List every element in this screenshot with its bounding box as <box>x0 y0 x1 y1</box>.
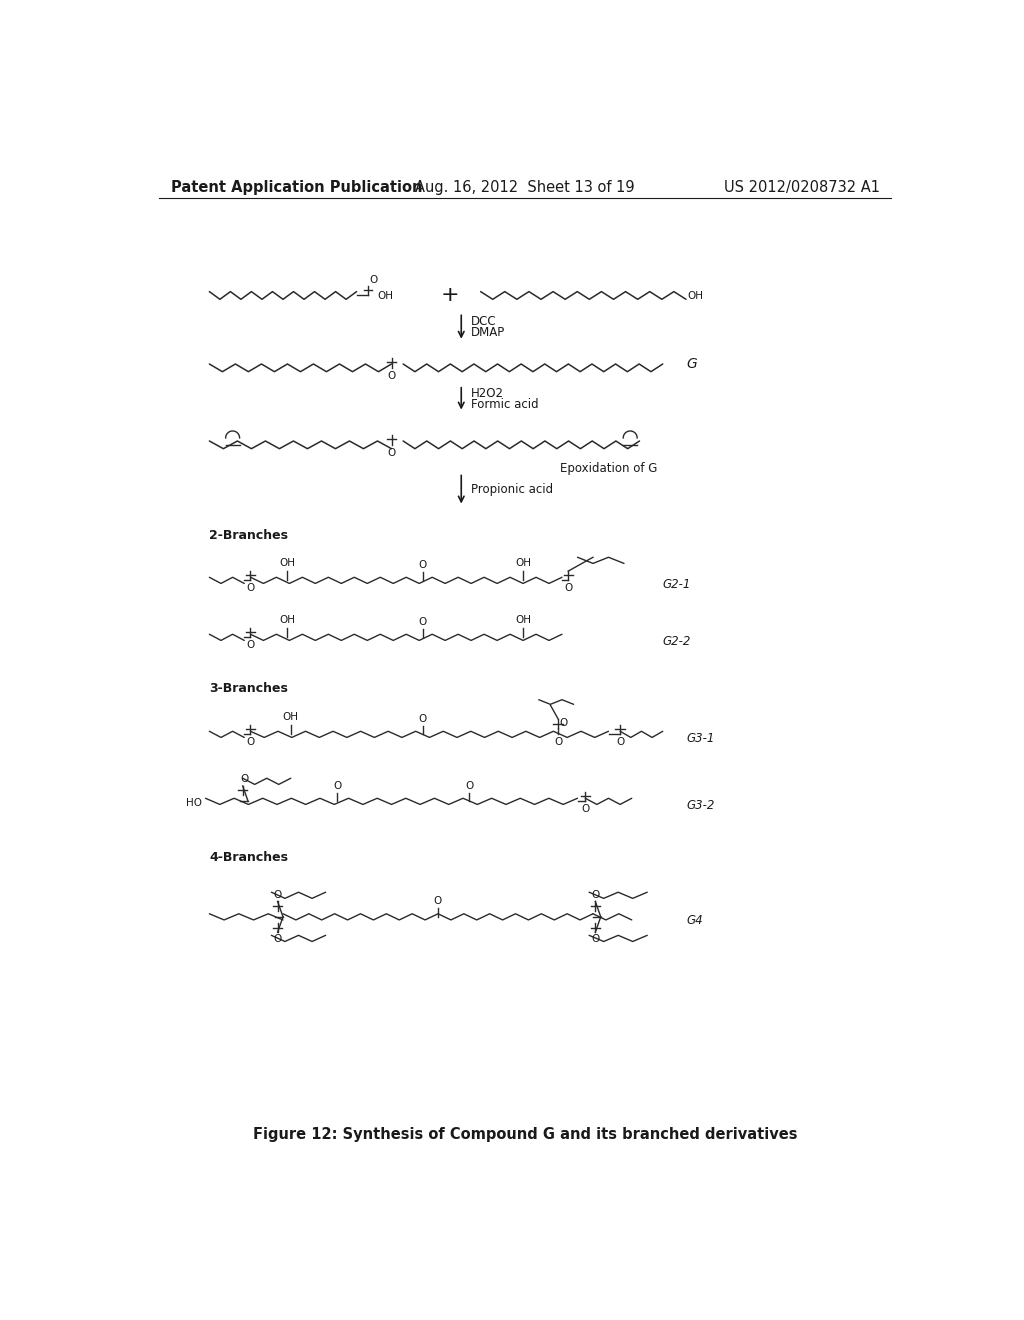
Text: O: O <box>419 714 427 723</box>
Text: O: O <box>554 737 562 747</box>
Text: O: O <box>240 775 249 784</box>
Text: 3-Branches: 3-Branches <box>209 681 288 694</box>
Text: G3-1: G3-1 <box>686 731 715 744</box>
Text: O: O <box>560 718 568 729</box>
Text: O: O <box>273 933 282 944</box>
Text: OH: OH <box>515 558 531 568</box>
Text: O: O <box>564 582 572 593</box>
Text: O: O <box>582 804 590 813</box>
Text: O: O <box>434 896 442 906</box>
Text: O: O <box>419 560 427 570</box>
Text: H2O2: H2O2 <box>471 387 504 400</box>
Text: O: O <box>387 447 395 458</box>
Text: DMAP: DMAP <box>471 326 505 339</box>
Text: OH: OH <box>279 615 295 626</box>
Text: HO: HO <box>185 797 202 808</box>
Text: G: G <box>686 356 696 371</box>
Text: O: O <box>273 890 282 900</box>
Text: Aug. 16, 2012  Sheet 13 of 19: Aug. 16, 2012 Sheet 13 of 19 <box>415 180 635 195</box>
Text: DCC: DCC <box>471 315 497 329</box>
Text: G4: G4 <box>686 915 702 927</box>
Text: O: O <box>387 371 395 381</box>
Text: OH: OH <box>378 292 393 301</box>
Text: Epoxidation of G: Epoxidation of G <box>560 462 657 475</box>
Text: +: + <box>440 285 459 305</box>
Text: O: O <box>591 933 599 944</box>
Text: O: O <box>247 737 255 747</box>
Text: Figure 12: Synthesis of Compound G and its branched derivatives: Figure 12: Synthesis of Compound G and i… <box>253 1127 797 1142</box>
Text: 2-Branches: 2-Branches <box>209 529 289 543</box>
Text: O: O <box>591 890 599 900</box>
Text: US 2012/0208732 A1: US 2012/0208732 A1 <box>724 180 880 195</box>
Text: O: O <box>616 737 625 747</box>
Text: OH: OH <box>283 711 299 722</box>
Text: 4-Branches: 4-Branches <box>209 851 289 865</box>
Text: O: O <box>333 780 341 791</box>
Text: OH: OH <box>687 292 703 301</box>
Text: O: O <box>370 276 378 285</box>
Text: O: O <box>247 640 255 649</box>
Text: Formic acid: Formic acid <box>471 399 539 412</box>
Text: OH: OH <box>279 558 295 568</box>
Text: OH: OH <box>515 615 531 626</box>
Text: G2-1: G2-1 <box>663 578 691 591</box>
Text: O: O <box>419 616 427 627</box>
Text: G2-2: G2-2 <box>663 635 691 648</box>
Text: G3-2: G3-2 <box>686 799 715 812</box>
Text: O: O <box>247 582 255 593</box>
Text: Patent Application Publication: Patent Application Publication <box>171 180 422 195</box>
Text: O: O <box>465 780 473 791</box>
Text: Propionic acid: Propionic acid <box>471 483 553 496</box>
